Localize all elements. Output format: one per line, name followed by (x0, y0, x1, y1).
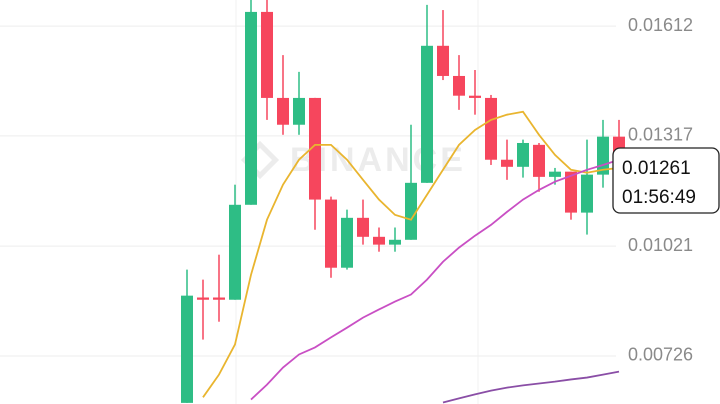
candle-body (293, 97, 305, 125)
y-tick-label: 0.01021 (628, 235, 693, 255)
candle-body (453, 75, 465, 96)
candle-body (309, 97, 321, 200)
candle-body (533, 144, 545, 177)
moving-average-line (250, 158, 620, 401)
candle-body (421, 45, 433, 183)
price-tag: 0.01261 01:56:49 (612, 147, 720, 214)
candle-body (437, 45, 449, 76)
y-tick-label: 0.01612 (628, 15, 693, 35)
candle-body (181, 295, 193, 403)
candle-body (501, 159, 513, 167)
candle-body (469, 95, 481, 98)
candle-body (549, 171, 561, 177)
candle-body (229, 204, 241, 300)
candle-body (245, 11, 257, 205)
candle-body (261, 11, 273, 98)
candle-body (373, 236, 385, 245)
grid: 0.01612 0.01317 0.01021 0.00726 (0, 15, 693, 365)
last-price: 0.01261 (622, 158, 691, 179)
candle-body (405, 182, 417, 240)
candle-body (213, 297, 225, 300)
candle-body (389, 239, 401, 245)
price-tag-box (612, 147, 720, 214)
countdown: 01:56:49 (622, 187, 696, 208)
y-tick-label: 0.01317 (628, 125, 693, 145)
plot (181, 0, 625, 404)
candle-body (517, 142, 529, 167)
y-tick-label: 0.00726 (628, 345, 693, 365)
candle-body (325, 199, 337, 268)
moving-average-line (442, 370, 620, 404)
candle-body (565, 171, 577, 213)
moving-average-line (202, 110, 620, 398)
candle-body (277, 97, 289, 125)
candle-body (197, 297, 209, 300)
candle-body (341, 217, 353, 268)
candle-body (581, 174, 593, 213)
candle-body (357, 217, 369, 237)
candle-body (485, 97, 497, 160)
